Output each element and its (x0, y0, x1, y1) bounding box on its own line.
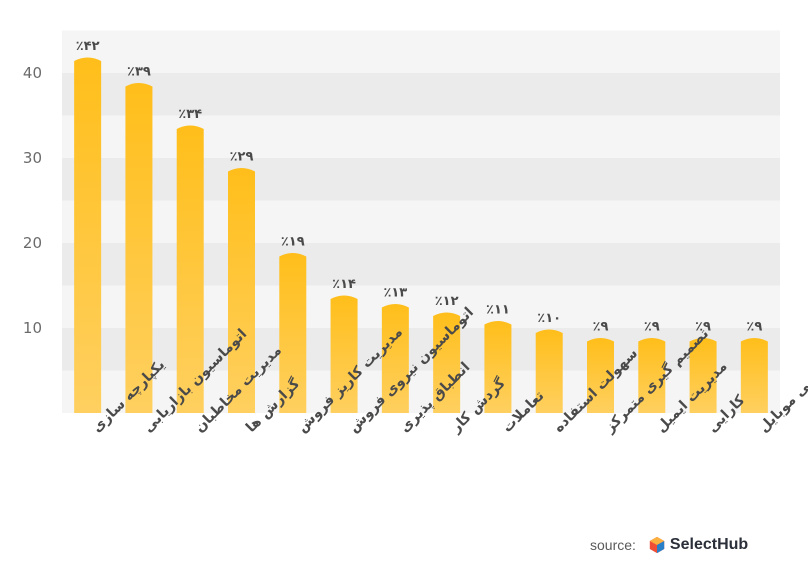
data-label: ٪۳۴ (178, 107, 202, 122)
bar (689, 338, 717, 413)
bars (74, 57, 768, 413)
bar (279, 253, 307, 413)
data-label: ٪۱۰ (537, 311, 561, 326)
bar (74, 57, 102, 413)
source-label: source: (590, 537, 636, 553)
grid-band (62, 115, 780, 158)
y-axis-ticks: 10 20 30 40 (23, 64, 42, 337)
brand: SelectHub (648, 536, 748, 554)
data-label: ٪۱۳ (383, 286, 407, 301)
bar (125, 83, 153, 413)
data-label: ٪۱۹ (281, 235, 305, 250)
data-label: ٪۳۹ (127, 65, 151, 80)
brand-name: SelectHub (669, 536, 749, 553)
bar (381, 304, 409, 413)
data-label: ٪۹ (746, 320, 762, 335)
bar (330, 295, 358, 413)
bar (433, 312, 461, 413)
data-label: ٪۹ (644, 320, 660, 335)
y-tick-label: 40 (23, 64, 42, 82)
bar (535, 329, 563, 413)
data-label: ٪۹ (695, 320, 711, 335)
grid-band (62, 158, 780, 201)
data-labels: ٪۴۲ ٪۳۹ ٪۳۴ ٪۲۹ ٪۱۹ ٪۱۴ ٪۱۳ ٪۱۲ ٪۱۱ ٪۱۰ ٪۹ ٪۹ ٪۹ ٪۹ (76, 39, 763, 335)
bar (484, 321, 512, 413)
data-label: ٪۹ (593, 320, 609, 335)
source-attribution: source: SelectHub (590, 536, 748, 554)
bar (228, 168, 255, 413)
selecthub-hexagon-icon (649, 536, 665, 554)
y-tick-label: 10 (23, 319, 42, 337)
grid-band (62, 200, 780, 243)
grid-band (62, 243, 780, 286)
data-label: ٪۲۹ (230, 150, 254, 165)
grid-band (62, 30, 780, 73)
bar (740, 338, 768, 413)
y-tick-label: 30 (23, 149, 42, 167)
bar (638, 338, 666, 413)
data-label: ٪۱۴ (332, 277, 356, 292)
grid-band (62, 285, 780, 328)
bar (176, 125, 204, 413)
y-tick-label: 20 (23, 234, 42, 252)
data-label: ٪۱۱ (486, 303, 510, 318)
grid-band (62, 73, 780, 116)
data-label: ٪۱۲ (435, 294, 459, 309)
bar (587, 338, 614, 413)
data-label: ٪۴۲ (76, 39, 100, 54)
